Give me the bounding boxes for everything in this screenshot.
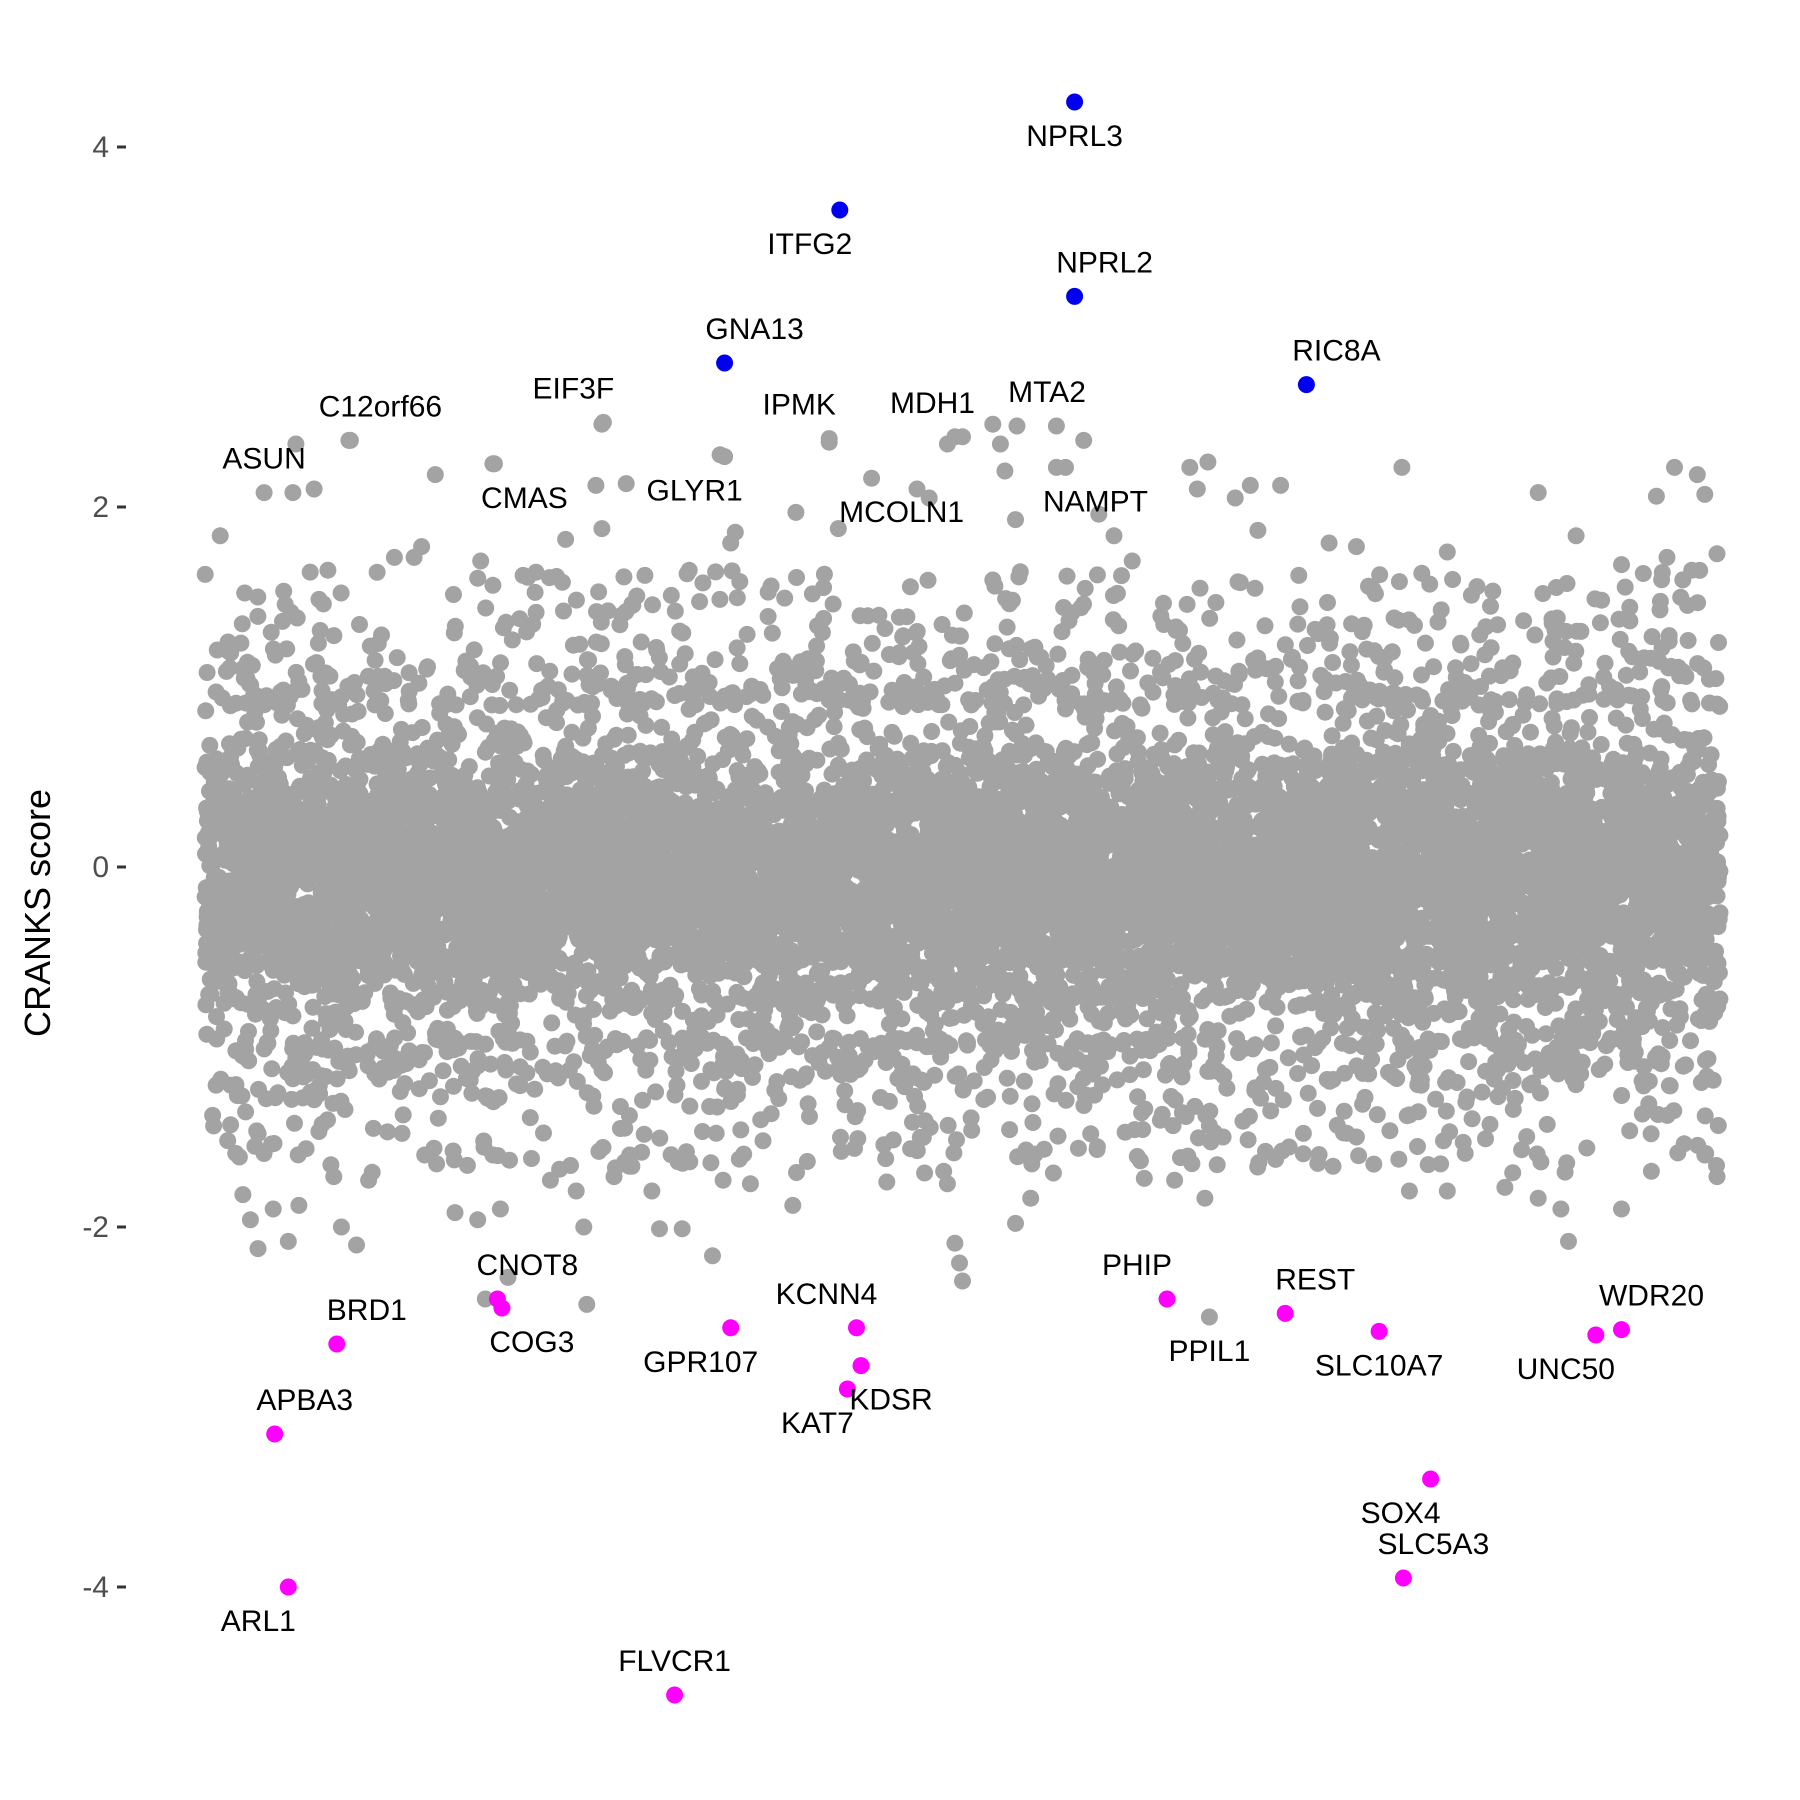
background-point [808,1023,826,1041]
background-point [1522,723,1539,741]
y-tick-label: -4 [82,1571,109,1604]
background-point [463,1084,481,1102]
background-point [1267,1017,1285,1035]
background-point [684,731,702,749]
background-point [601,1002,619,1020]
background-point [198,664,216,681]
background-point [1151,724,1169,742]
background-point [239,995,257,1013]
background-point [1323,727,1341,745]
background-points [196,415,1729,1313]
background-point [1065,989,1083,1006]
background-point [543,1014,561,1032]
background-point [1270,687,1288,705]
background-point [998,1069,1016,1087]
background-point [1198,987,1216,1005]
background-point [704,755,722,773]
background-point [197,702,215,720]
background-point [1179,709,1197,727]
background-point [721,726,739,743]
background-point [730,1011,748,1028]
background-point [923,723,941,740]
background-point [719,741,737,759]
y-axis: 4 2 0 -2 -4 [82,131,126,1604]
background-point [1297,1026,1315,1044]
y-tick-label: 4 [92,131,109,164]
y-tick-label: -2 [82,1211,109,1244]
background-point [810,706,828,724]
background-point [1581,709,1598,726]
background-point [1368,707,1386,725]
background-point [940,713,958,731]
y-tick-label: 0 [92,851,109,884]
background-point [1236,710,1254,728]
background-point [1481,734,1498,752]
background-point [548,714,565,732]
background-point [1531,695,1549,713]
background-point [1204,709,1222,727]
background-point [1338,1019,1356,1037]
background-point [1607,709,1625,727]
y-tick-label: 2 [92,491,109,524]
background-point [1579,723,1597,741]
background-point [666,1086,684,1104]
background-point [883,1001,901,1018]
background-point [1505,991,1522,1009]
background-point [512,985,530,1003]
background-point [492,654,509,672]
